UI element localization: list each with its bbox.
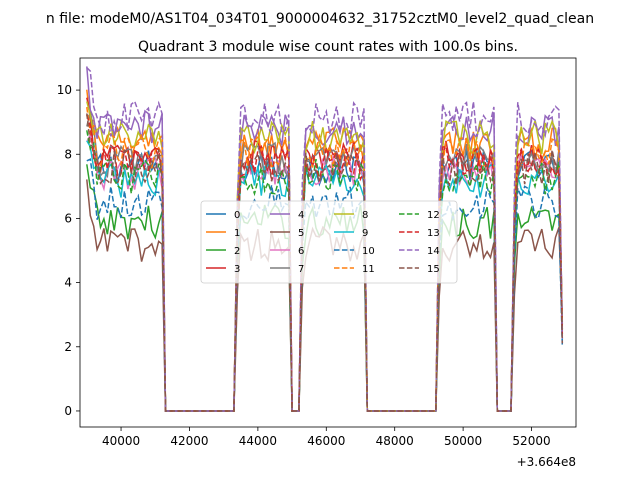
plot-frame: [79, 57, 577, 428]
legend-label-14: 14: [427, 246, 440, 257]
y-tick-label: 0: [64, 404, 72, 418]
series-line-12: [86, 130, 564, 412]
legend-label-11: 11: [362, 264, 375, 275]
x-axis-offset-label: +3.664e8: [517, 455, 576, 469]
legend-label-9: 9: [362, 228, 368, 239]
x-tick-label: 48000: [376, 434, 414, 448]
series-line-15: [86, 113, 564, 412]
y-tick-label: 8: [64, 147, 72, 161]
y-tick-label: 4: [64, 276, 72, 290]
series-line-13: [86, 114, 564, 412]
y-tick-label: 6: [64, 211, 72, 225]
x-tick-label: 40000: [102, 434, 140, 448]
x-tick-label: 46000: [307, 434, 345, 448]
legend-label-15: 15: [427, 264, 440, 275]
legend-label-0: 0: [234, 210, 240, 221]
legend-label-10: 10: [362, 246, 375, 257]
legend-label-8: 8: [362, 210, 368, 221]
x-tick-label: 42000: [170, 434, 208, 448]
y-tick-label: 10: [57, 83, 72, 97]
legend-label-13: 13: [427, 228, 440, 239]
x-tick-label: 44000: [239, 434, 277, 448]
figure-suptitle: n file: modeM0/AS1T04_034T01_9000004632_…: [46, 11, 594, 27]
legend-label-5: 5: [298, 228, 304, 239]
legend-label-12: 12: [427, 210, 440, 221]
legend-label-3: 3: [234, 264, 240, 275]
x-tick-label: 52000: [512, 434, 550, 448]
chart-title: Quadrant 3 module wise count rates with …: [138, 39, 518, 55]
x-tick-label: 50000: [444, 434, 482, 448]
y-axis-ticks: 0 2 4 6 8 10: [57, 83, 80, 418]
legend-label-7: 7: [298, 264, 304, 275]
legend-label-1: 1: [234, 228, 240, 239]
legend-label-6: 6: [298, 246, 304, 257]
legend-box: [200, 200, 458, 284]
y-tick-label: 2: [64, 340, 72, 354]
x-axis-ticks: 40000 42000 44000 46000 48000 50000 52000: [102, 427, 551, 448]
series-line-10: [86, 158, 564, 412]
legend-label-2: 2: [234, 246, 240, 257]
legend-label-4: 4: [298, 210, 304, 221]
